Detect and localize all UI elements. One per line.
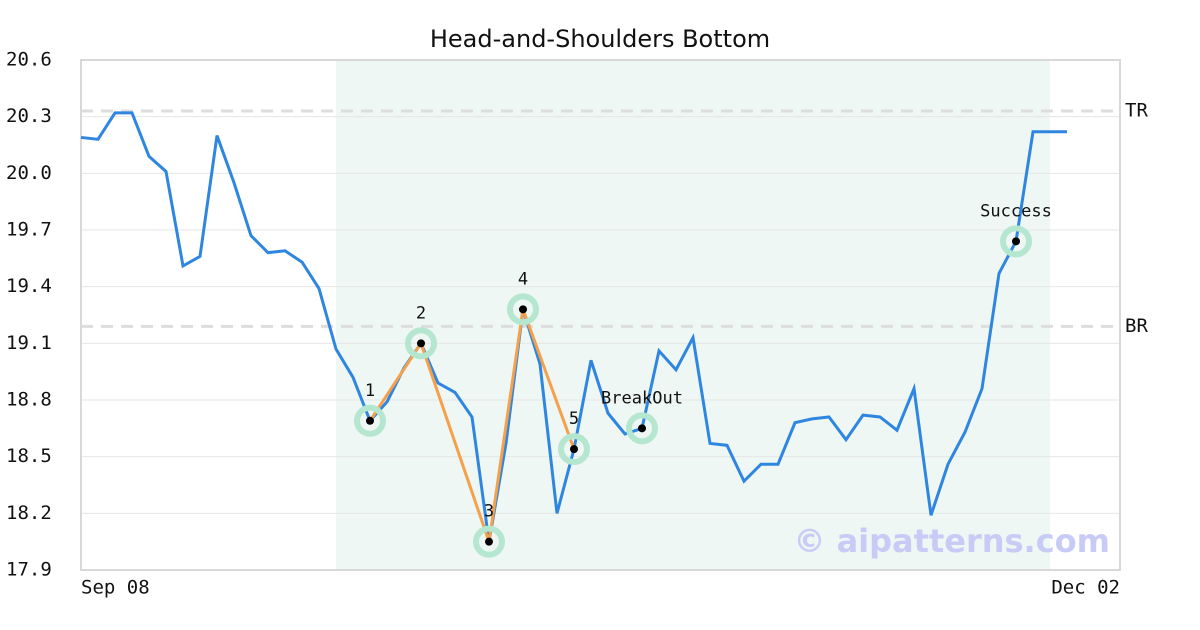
y-tick-label: 18.8 [6, 389, 52, 411]
event-point-halo [1000, 225, 1032, 258]
pattern-region [336, 60, 1050, 570]
y-tick-label: 19.7 [6, 219, 52, 241]
y-tick-label: 19.4 [6, 275, 52, 297]
pattern-point-dot [417, 339, 425, 348]
y-tick-label: 17.9 [6, 559, 52, 581]
pattern-point-label: 2 [416, 303, 426, 323]
pattern-point-halo [507, 293, 539, 326]
y-tick-label: 20.0 [6, 162, 52, 184]
y-tick-label: 18.5 [6, 445, 52, 467]
x-tick-label: Dec 02 [1051, 577, 1120, 599]
pattern-point-halo [473, 525, 505, 558]
level-label: BR [1125, 315, 1148, 337]
plot-frame [80, 59, 1121, 571]
pattern-point-label: 5 [569, 409, 579, 429]
pattern-point-label: 3 [484, 502, 494, 522]
watermark: © aipatterns.com [793, 522, 1110, 560]
y-tick-label: 20.6 [6, 49, 52, 71]
pattern-point-dot [519, 305, 527, 314]
event-point-label: Success [980, 201, 1052, 221]
pattern-point-label: 1 [365, 381, 375, 401]
pattern-point-label: 4 [518, 269, 528, 289]
pattern-point-dot [366, 416, 374, 425]
y-tick-label: 20.3 [6, 105, 52, 127]
y-tick-label: 18.2 [6, 502, 52, 524]
event-point-dot [1012, 237, 1020, 246]
pattern-point-halo [405, 327, 437, 360]
pattern-point-halo [354, 404, 386, 437]
pattern-point-dot [485, 537, 493, 546]
level-label: TR [1125, 100, 1148, 122]
pattern-point-halo [558, 433, 590, 466]
event-point-halo [626, 412, 658, 445]
event-point-dot [638, 424, 646, 433]
y-tick-label: 19.1 [6, 332, 52, 354]
pattern-point-dot [570, 445, 578, 454]
x-tick-label: Sep 08 [81, 577, 150, 599]
chart-title: Head-and-Shoulders Bottom [430, 25, 770, 53]
event-point-label: BreakOut [601, 388, 683, 408]
